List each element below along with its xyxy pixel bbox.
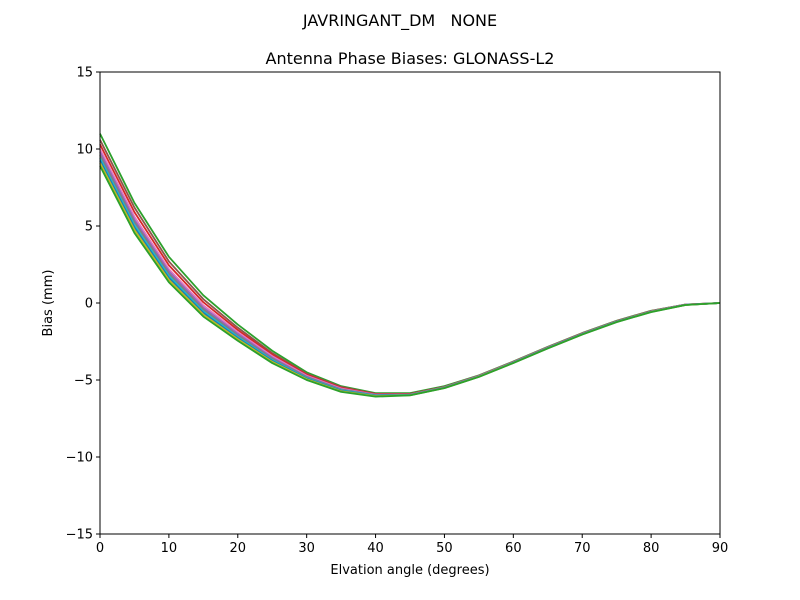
- x-tick-label: 40: [367, 541, 384, 556]
- y-axis-label: Bias (mm): [41, 270, 56, 337]
- chart-title: Antenna Phase Biases: GLONASS-L2: [266, 49, 555, 68]
- x-tick-label: 10: [161, 541, 178, 556]
- y-tick-label: 5: [85, 220, 93, 235]
- plot-frame: [99, 71, 721, 535]
- y-tick-label: 0: [85, 297, 93, 312]
- x-tick-label: 30: [298, 541, 315, 556]
- y-tick-label: 10: [76, 143, 93, 158]
- y-tick-label: −15: [66, 528, 93, 543]
- x-tick-label: 90: [712, 541, 729, 556]
- x-tick-label: 60: [505, 541, 522, 556]
- x-axis-label: Elvation angle (degrees): [330, 563, 489, 578]
- x-tick-label: 80: [643, 541, 660, 556]
- ticks-layer: 0 10 20 30 40 50 60 70 80 90 −15 −10 −5 0 5 10 15: [66, 66, 729, 557]
- x-tick-label: 0: [96, 541, 104, 556]
- x-tick-label: 20: [230, 541, 247, 556]
- y-tick-label: −10: [66, 451, 93, 466]
- series-line-10: [99, 165, 721, 398]
- chart-suptitle: JAVRINGANT_DM NONE: [302, 11, 497, 31]
- y-tick-label: 15: [76, 66, 93, 81]
- series-layer: [99, 133, 721, 398]
- x-tick-label: 70: [574, 541, 591, 556]
- x-tick-label: 50: [436, 541, 453, 556]
- y-tick-label: −5: [74, 374, 93, 389]
